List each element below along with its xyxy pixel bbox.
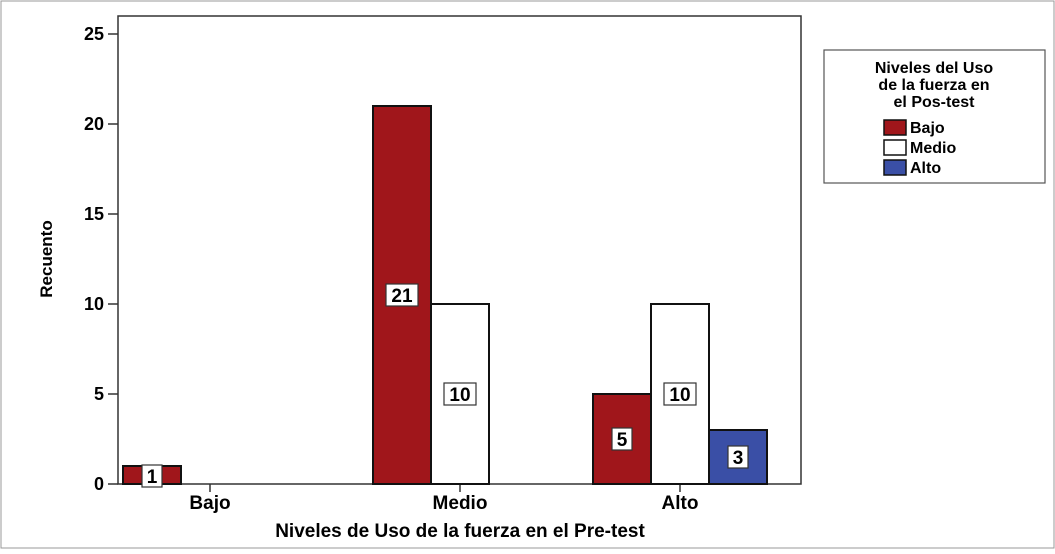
data-label: 10 <box>449 385 470 406</box>
legend-swatch-alto <box>884 160 906 175</box>
x-tick-label: Bajo <box>189 493 230 514</box>
y-axis-label: Recuento <box>37 220 56 297</box>
x-tick-label: Medio <box>433 493 488 514</box>
legend: Niveles del Uso de la fuerza en el Pos-t… <box>824 50 1045 183</box>
legend-swatch-bajo <box>884 120 906 135</box>
legend-title-line-2: de la fuerza en <box>878 77 989 94</box>
legend-title-line-1: Niveles del Uso <box>875 60 994 77</box>
legend-title-line-3: el Pos-test <box>894 94 976 111</box>
y-tick-label: 5 <box>94 384 104 404</box>
y-tick-label: 20 <box>84 114 104 134</box>
legend-label-medio: Medio <box>910 140 956 157</box>
legend-label-alto: Alto <box>910 160 941 177</box>
data-label: 3 <box>733 448 744 469</box>
legend-swatch-medio <box>884 140 906 155</box>
x-tick-label: Alto <box>662 493 699 514</box>
y-tick-label: 25 <box>84 24 104 44</box>
x-axis-label: Niveles de Uso de la fuerza en el Pre-te… <box>275 521 645 542</box>
data-label: 5 <box>617 430 628 451</box>
y-tick-label: 15 <box>84 204 104 224</box>
y-tick-label: 0 <box>94 474 104 494</box>
data-label: 1 <box>147 467 158 488</box>
legend-label-bajo: Bajo <box>910 120 945 137</box>
y-tick-label: 10 <box>84 294 104 314</box>
data-label: 21 <box>391 286 413 307</box>
data-label: 10 <box>669 385 690 406</box>
